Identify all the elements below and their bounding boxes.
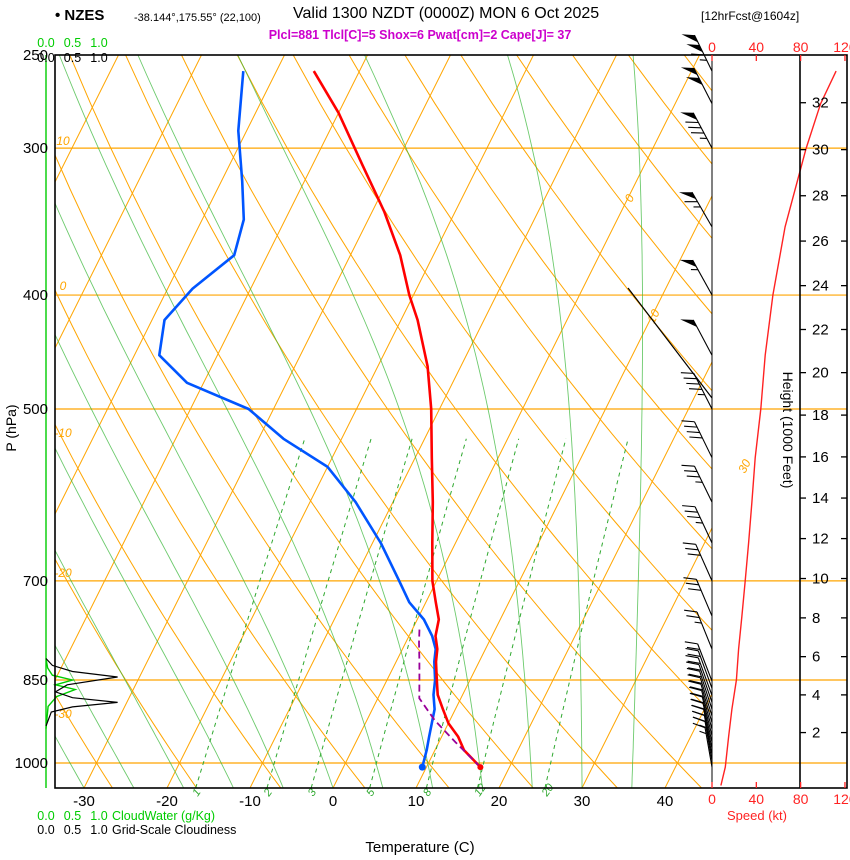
station-coordinates: -38.144°,175.55° (22,100) [134,12,261,24]
svg-text:-30: -30 [73,793,95,810]
svg-text:40: 40 [657,793,674,810]
svg-text:2: 2 [812,725,820,742]
svg-text:1.0: 1.0 [90,823,107,837]
svg-text:0.0: 0.0 [37,823,54,837]
svg-text:-10: -10 [239,793,261,810]
svg-text:1.0: 1.0 [90,809,107,823]
svg-text:0: 0 [708,791,716,807]
svg-text:0.5: 0.5 [64,36,81,50]
forecast-hour-label: [12hrFcst@1604z] [701,9,800,23]
svg-text:1.0: 1.0 [90,51,107,65]
cloudiness-axis-label: Grid-Scale Cloudiness [112,823,236,837]
svg-text:300: 300 [23,140,48,157]
valid-time-title: Valid 1300 NZDT (0000Z) MON 6 Oct 2025 [293,5,600,22]
svg-text:30: 30 [735,457,754,476]
svg-text:8: 8 [812,610,820,627]
svg-text:500: 500 [23,401,48,418]
svg-text:6: 6 [812,649,820,666]
svg-text:-20: -20 [156,793,178,810]
svg-text:14: 14 [812,490,829,507]
svg-text:0: 0 [622,192,638,205]
svg-text:400: 400 [23,287,48,304]
temperature-curve [312,70,482,769]
wind-barbs [679,34,713,768]
svg-text:0: 0 [60,279,67,293]
stability-indices: Plcl=881 Tlcl[C]=5 Shox=6 Pwat[cm]=2 Cap… [268,28,572,42]
svg-text:-20: -20 [54,566,72,580]
svg-text:32: 32 [812,95,829,112]
svg-text:26: 26 [812,233,829,250]
svg-text:24: 24 [812,278,829,295]
svg-text:10: 10 [56,134,70,148]
svg-text:10: 10 [812,571,829,588]
svg-text:0.0: 0.0 [37,809,54,823]
speed-axis-label: Speed (kt) [727,808,787,823]
svg-text:4: 4 [812,687,820,704]
svg-text:10: 10 [644,307,663,326]
svg-text:1: 1 [190,787,203,799]
svg-text:20: 20 [539,781,557,799]
svg-text:700: 700 [23,573,48,590]
svg-text:22: 22 [812,321,829,338]
grid-diagonals [55,55,712,788]
cloudwater-axis-label: CloudWater (g/Kg) [112,809,215,823]
svg-text:40: 40 [749,791,765,807]
svg-text:80: 80 [793,39,809,55]
svg-text:0.5: 0.5 [64,823,81,837]
svg-text:250: 250 [23,47,48,64]
cloud-scale-labels: 0.00.00.00.00.50.50.50.51.01.01.01.0Clou… [37,36,236,837]
svg-text:0.5: 0.5 [64,51,81,65]
panel-fold-line [627,287,713,399]
plot-frame [54,54,848,789]
svg-text:0: 0 [708,39,716,55]
dewpoint-curve [158,70,438,768]
temperature-axis-label: Temperature (C) [365,839,474,856]
svg-text:40: 40 [749,39,765,55]
svg-text:18: 18 [812,407,829,424]
height-axis-label: Height (1000 Feet) [780,372,796,489]
svg-text:20: 20 [812,365,829,382]
svg-text:0.5: 0.5 [64,809,81,823]
svg-text:12: 12 [472,782,489,799]
svg-text:-10: -10 [54,426,72,440]
parcel-curve [418,628,482,768]
svg-text:0: 0 [329,793,337,810]
svg-text:20: 20 [491,793,508,810]
isobar-lines [55,147,847,764]
pressure-axis-label: P (hPa) [3,404,19,451]
wind-speed-curve [720,70,837,786]
svg-text:850: 850 [23,672,48,689]
svg-text:0.0: 0.0 [37,36,54,50]
speed-axis-labels: 0 0 40 40 80 80 120 120 [708,39,850,807]
svg-text:16: 16 [812,449,829,466]
surface-temperature-dot [477,764,484,771]
svg-text:120: 120 [833,791,850,807]
svg-text:1000: 1000 [15,755,48,772]
surface-dewpoint-dot [418,763,426,771]
svg-text:10: 10 [408,793,425,810]
svg-text:1.0: 1.0 [90,36,107,50]
svg-text:0.0: 0.0 [37,51,54,65]
svg-text:120: 120 [833,39,850,55]
station-id: • NZES [55,7,105,24]
svg-text:28: 28 [812,188,829,205]
svg-text:30: 30 [574,793,591,810]
svg-text:30: 30 [812,142,829,159]
svg-text:80: 80 [793,791,809,807]
svg-text:12: 12 [812,531,829,548]
